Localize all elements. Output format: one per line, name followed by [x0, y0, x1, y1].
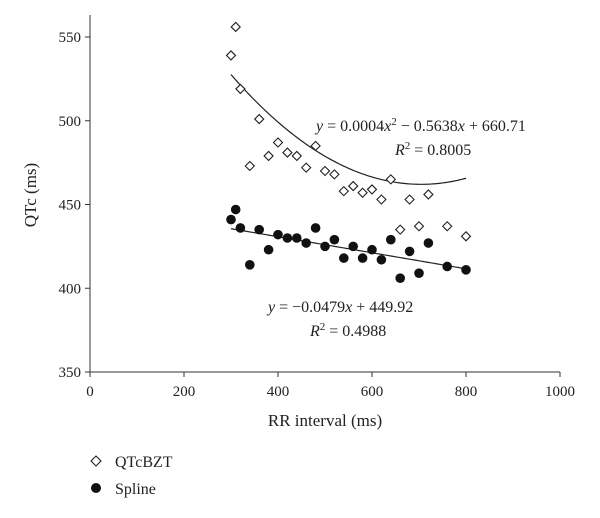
spline-point: [442, 261, 453, 272]
qtcbzt-point: [329, 169, 340, 180]
spline-point: [273, 229, 283, 240]
legend-item-spline: Spline: [91, 481, 156, 498]
qtcbzt-point: [338, 185, 350, 197]
qtcbzt-point: [230, 21, 241, 33]
qtcbzt-point: [291, 150, 303, 162]
qtcbzt-point: [366, 184, 378, 195]
spline-point: [230, 204, 241, 215]
x-tick-label: 800: [455, 384, 478, 400]
filled-circle-icon: [91, 483, 101, 493]
fit-lines: [230, 74, 467, 270]
spline-point: [320, 241, 330, 252]
qtcbzt-point: [357, 187, 368, 199]
qtcbzt-point: [282, 147, 293, 158]
spline-point: [310, 223, 321, 233]
qtcbzt-point: [272, 137, 284, 148]
spline-point: [367, 244, 377, 255]
y-axis-title: QTc (ms): [21, 163, 40, 227]
spline-point: [423, 238, 434, 248]
spline-point: [386, 234, 396, 245]
y-tick-label: 450: [59, 198, 82, 214]
spline-equation: y = −0.0479x + 449.92: [266, 299, 413, 316]
qtcbzt-point: [310, 140, 321, 152]
spline-point: [339, 253, 349, 263]
spline-point: [414, 268, 424, 278]
spline-point: [301, 238, 312, 248]
qtcbzt-point: [441, 220, 453, 232]
qtcbzt-point: [244, 160, 256, 172]
qtcbzt-point: [394, 224, 406, 235]
legend-label-qtcbzt: QTcBZT: [115, 454, 173, 471]
spline-r2: R2 = 0.4988: [309, 321, 386, 340]
qtcbzt-point: [319, 165, 331, 177]
qtcbzt-eq-y: y: [314, 118, 324, 135]
spline-point: [357, 253, 368, 263]
x-axis-title: RR interval (ms): [268, 411, 382, 430]
x-tick-label: 600: [361, 384, 384, 400]
qtcbzt-point: [253, 113, 265, 125]
spline-point: [263, 244, 274, 255]
y-tick-label: 550: [59, 30, 82, 46]
spline-point: [245, 260, 255, 270]
qtcbzt-r2: R2 = 0.8005: [394, 140, 471, 159]
y-tick-label: 400: [59, 281, 82, 297]
qtcbzt-point: [413, 220, 425, 232]
spline-point: [235, 223, 246, 233]
spline-point: [292, 233, 302, 243]
spline-point: [282, 233, 293, 243]
qtcbzt-point: [347, 180, 359, 192]
qtcbzt-fit-line: [230, 74, 467, 185]
qtcbzt-point: [423, 189, 434, 200]
qtcbzt-point: [404, 194, 415, 205]
y-tick-label: 350: [59, 365, 82, 381]
qtcbzt-point: [376, 194, 387, 205]
qtcbzt-point: [235, 83, 246, 95]
x-tick-label: 200: [173, 384, 196, 400]
qtcbzt-point: [460, 231, 472, 242]
x-tick-label: 1000: [545, 384, 575, 400]
x-tick-label: 400: [267, 384, 290, 400]
spline-point: [461, 265, 471, 275]
legend: QTcBZT Spline: [90, 454, 173, 498]
spline-point: [226, 214, 236, 225]
y-axis-ticks: 350 400 450 500 550: [59, 30, 90, 381]
qtcbzt-point: [225, 50, 237, 61]
qtcbzt-equation: y = 0.0004x2 − 0.5638x + 660.71: [314, 116, 526, 135]
qtcbzt-point: [300, 162, 312, 173]
qtcbzt-point: [263, 150, 274, 162]
spline-point: [254, 224, 264, 235]
legend-label-spline: Spline: [115, 481, 156, 498]
spline-point: [329, 234, 340, 245]
x-tick-label: 0: [86, 384, 94, 400]
x-axis-ticks: 0 200 400 600 800 1000: [86, 372, 575, 400]
qtcbzt-point: [385, 174, 397, 185]
data-points: [225, 21, 472, 284]
spline-fit-line: [230, 228, 467, 270]
legend-item-qtcbzt: QTcBZT: [90, 454, 173, 471]
y-tick-label: 500: [59, 114, 82, 130]
spline-point: [348, 241, 359, 252]
spline-point: [404, 246, 415, 257]
spline-point: [376, 254, 387, 265]
open-diamond-icon: [90, 455, 102, 467]
spline-point: [395, 273, 406, 284]
